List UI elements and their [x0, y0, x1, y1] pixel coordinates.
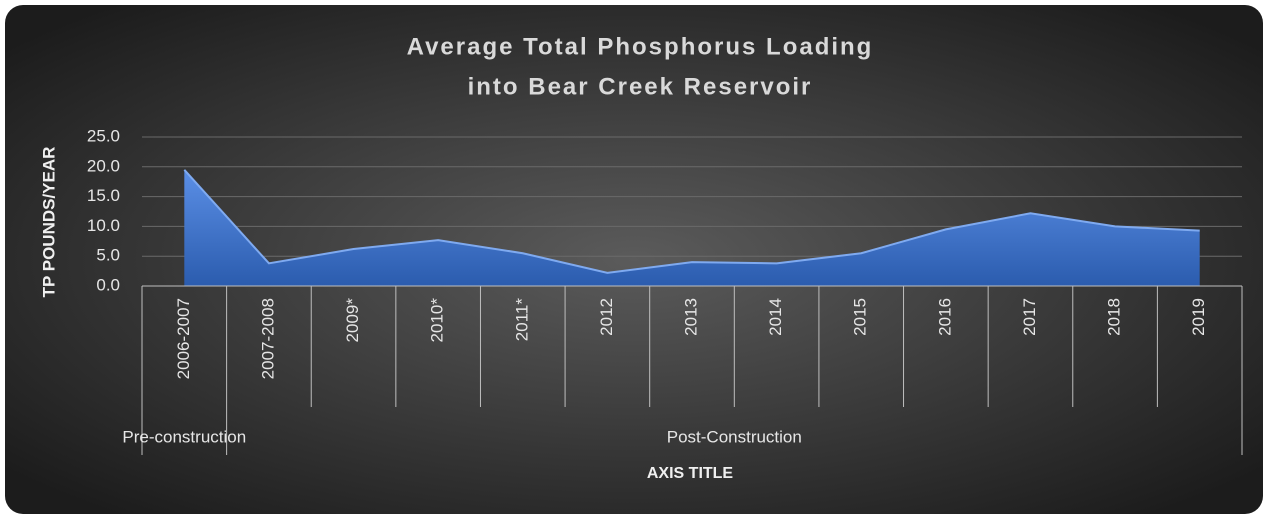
area-edge	[183, 169, 1200, 274]
x-tick-label: 2012	[597, 298, 616, 336]
y-tick-label: 10.0	[87, 216, 120, 235]
x-tick-label: 2017	[1020, 298, 1039, 336]
group-label: Post-Construction	[667, 427, 802, 446]
y-tick-label: 25.0	[87, 126, 120, 145]
y-tick-label: 20.0	[87, 156, 120, 175]
x-tick-label: 2019	[1189, 298, 1208, 336]
group-label: Pre-construction	[122, 427, 246, 446]
chart-background	[5, 5, 1263, 514]
y-tick-label: 5.0	[96, 246, 120, 265]
x-axis-title: AXIS TITLE	[647, 465, 734, 482]
x-tick-label: 2009*	[343, 298, 362, 343]
x-tick-label: 2010*	[428, 298, 447, 343]
x-tick-label: 2011*	[512, 298, 531, 342]
chart-title: Average Total Phosphorus Loading	[407, 33, 874, 60]
y-tick-label: 0.0	[96, 275, 120, 294]
x-tick-label: 2013	[681, 298, 700, 336]
x-tick-label: 2014	[766, 298, 785, 336]
y-axis-title: TP POUNDS/YEAR	[39, 147, 58, 298]
x-tick-label: 2006-2007	[174, 298, 193, 379]
x-tick-label: 2018	[1105, 298, 1124, 336]
x-tick-label: 2015	[851, 298, 870, 336]
x-tick-label: 2007-2008	[258, 298, 277, 379]
chart-title: into Bear Creek Reservoir	[468, 73, 813, 100]
y-tick-label: 15.0	[87, 186, 120, 205]
x-tick-label: 2016	[935, 298, 954, 336]
area	[184, 169, 1200, 286]
